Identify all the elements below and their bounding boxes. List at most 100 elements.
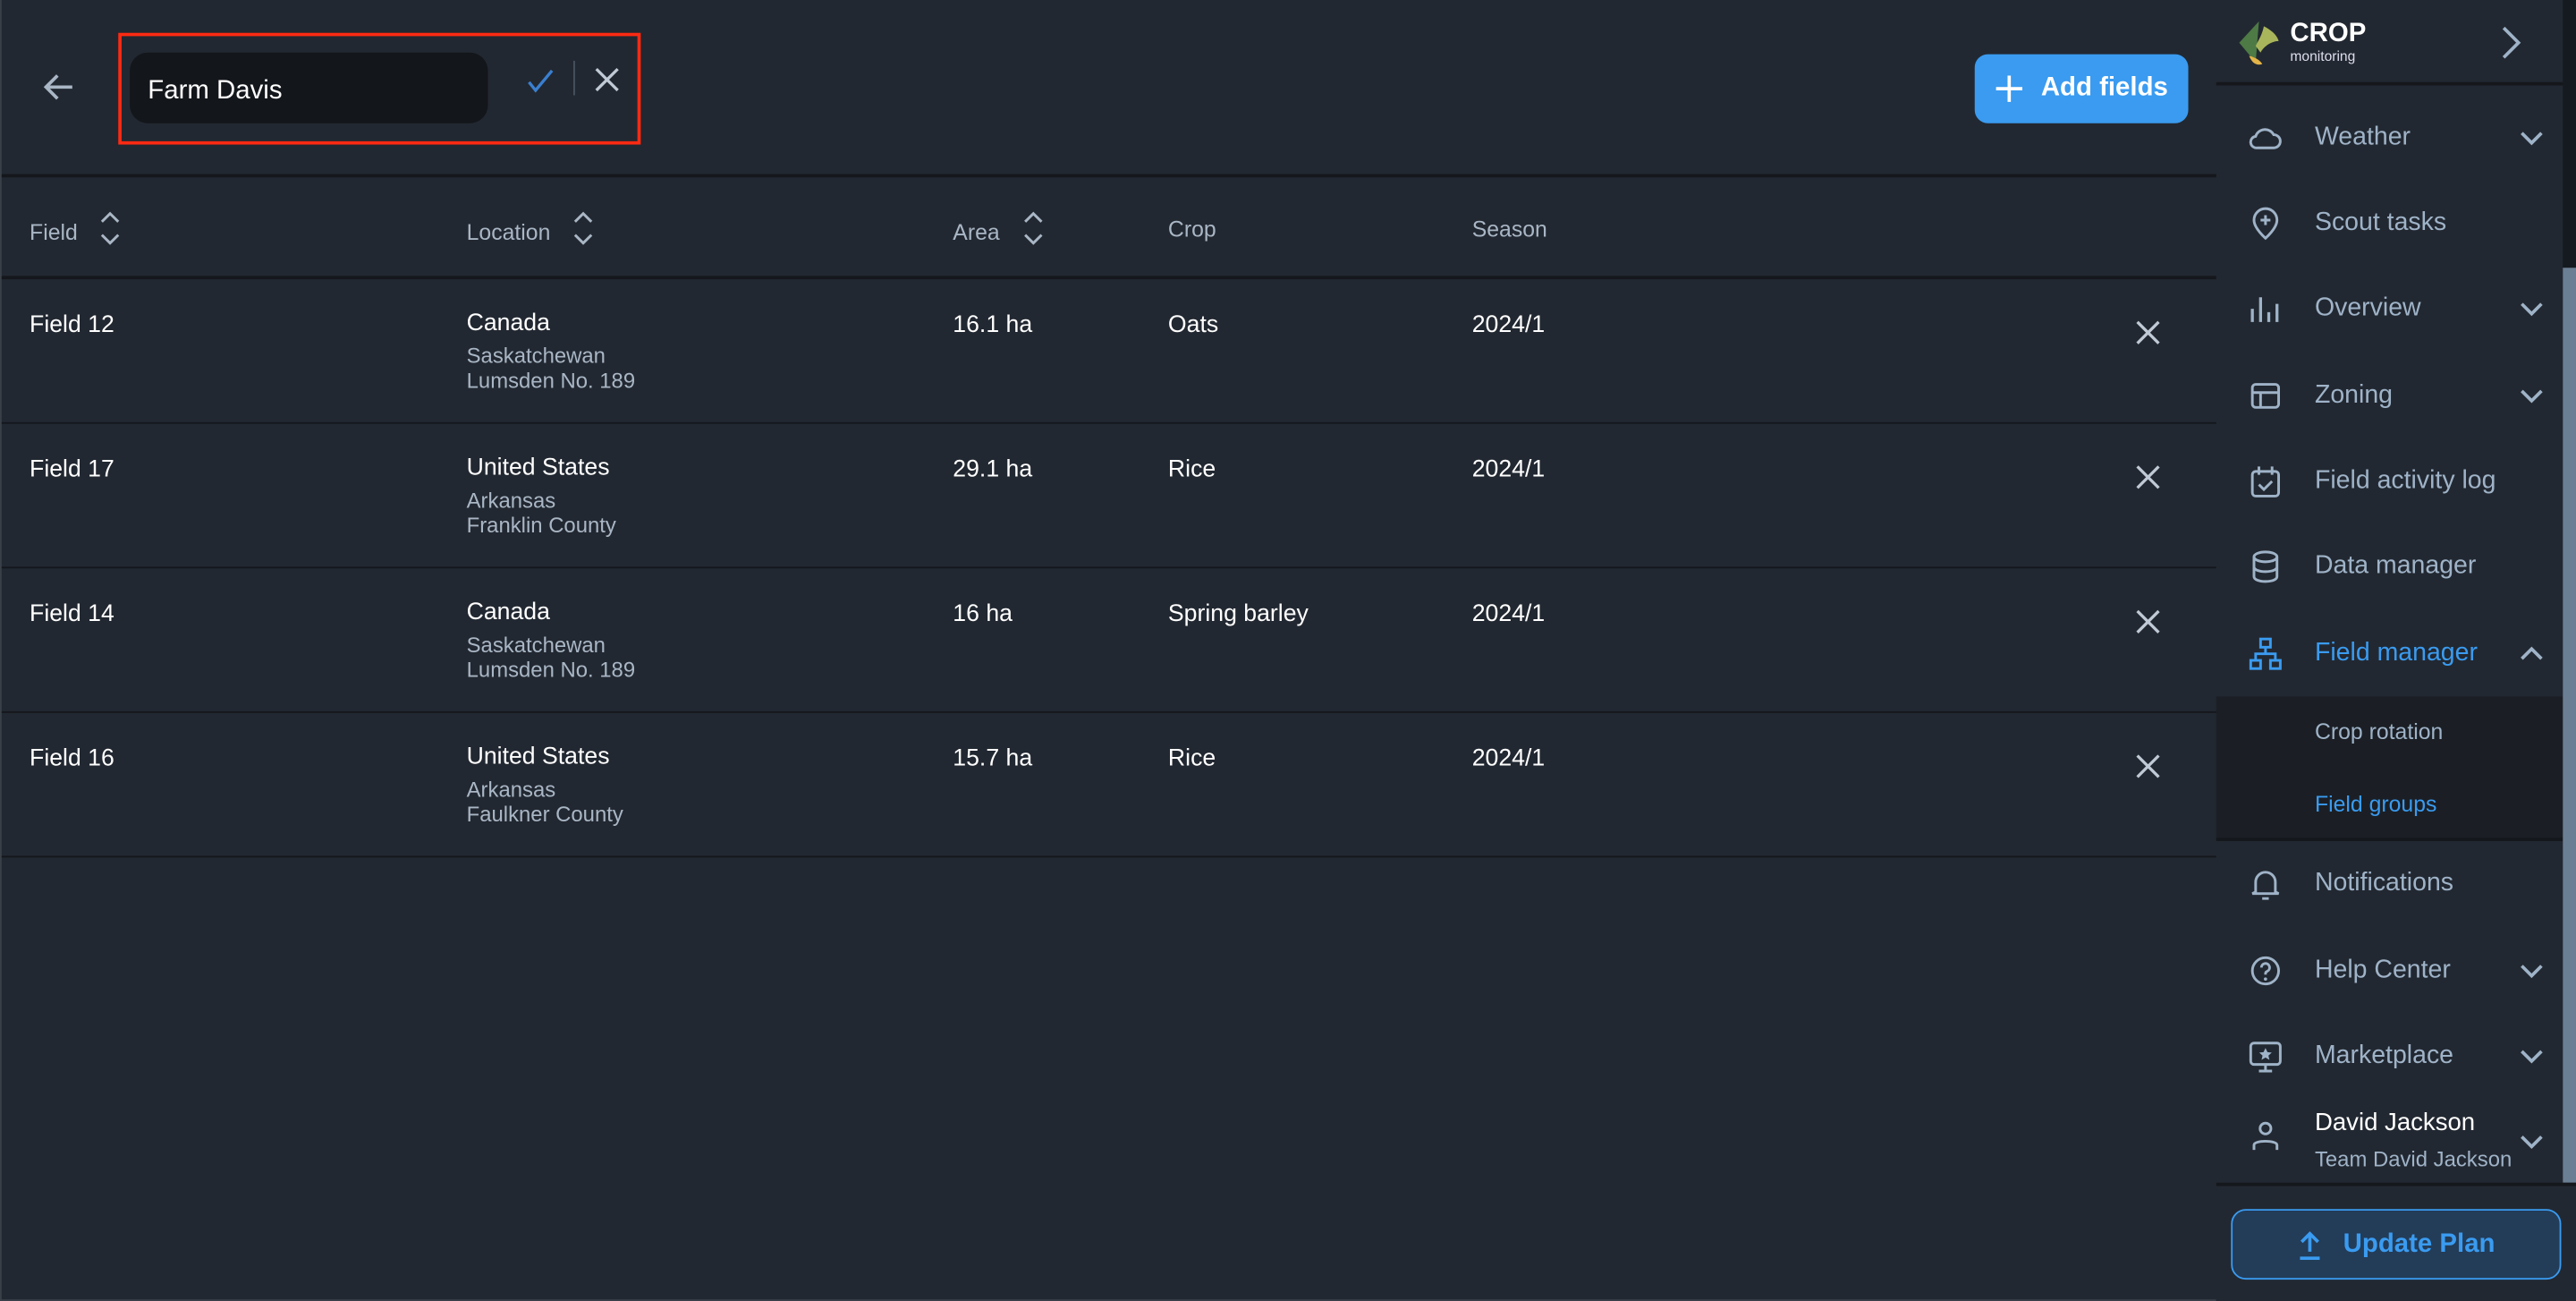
column-label: Crop [1167, 217, 1216, 242]
sidebar-item-label: Scout tasks [2314, 208, 2447, 237]
sidebar-item-label: Field manager [2314, 639, 2478, 668]
location: Canada Saskatchewan Lumsden No. 189 [466, 599, 636, 683]
field-name[interactable]: Field 12 [30, 311, 114, 339]
chevron-down-icon[interactable] [2521, 963, 2544, 979]
field-name[interactable]: Field 17 [30, 456, 114, 483]
sidebar-item-data-manager[interactable]: Data manager [2216, 524, 2563, 609]
check-icon[interactable] [526, 65, 555, 95]
sidebar: CROP monitoring Weather Scout tasks Over… [2216, 0, 2563, 1301]
table-row[interactable]: Field 16 United States Arkansas Faulkner C… [1, 713, 2218, 858]
location-region: Saskatchewan [466, 631, 606, 657]
table-row[interactable]: Field 12 Canada Saskatchewan Lumsden No. 1… [1, 279, 2218, 424]
group-name-input[interactable] [130, 52, 488, 123]
column-field[interactable]: Field [30, 211, 121, 246]
sidebar-item-scout-tasks[interactable]: Scout tasks [2216, 181, 2563, 266]
column-season: Season [1472, 217, 1547, 242]
sidebar-item-label: Zoning [2314, 380, 2394, 410]
remove-field-icon[interactable] [2136, 320, 2161, 345]
sidebar-item-overview[interactable]: Overview [2216, 266, 2563, 351]
close-icon[interactable] [595, 67, 620, 92]
column-area[interactable]: Area [953, 211, 1042, 246]
area: 16 ha [953, 600, 1013, 628]
location-district: Faulkner County [466, 801, 623, 827]
database-icon [2252, 550, 2279, 583]
crop: Oats [1167, 311, 1219, 339]
sort-icon[interactable] [573, 210, 593, 246]
sidebar-item-field-activity-log[interactable]: Field activity log [2216, 438, 2563, 523]
field-manager-submenu: Crop rotation Field groups [2216, 696, 2563, 841]
season: 2024/1 [1471, 600, 1546, 628]
table-row[interactable]: Field 17 United States Arkansas Franklin C… [1, 424, 2218, 569]
table-row[interactable]: Field 14 Canada Saskatchewan Lumsden No. 1… [1, 568, 2218, 713]
chevron-down-icon[interactable] [2521, 1134, 2544, 1150]
sidebar-item-marketplace[interactable]: Marketplace [2216, 1014, 2563, 1099]
layout-icon [2250, 383, 2281, 409]
chevron-down-icon[interactable] [2521, 301, 2544, 317]
location-country: Canada [466, 599, 550, 626]
submenu-field-groups[interactable]: Field groups [2314, 791, 2437, 817]
sidebar-item-notifications[interactable]: Notifications [2216, 841, 2563, 926]
chevron-up-icon[interactable] [2521, 645, 2544, 661]
add-fields-label: Add fields [2040, 73, 2168, 102]
add-fields-button[interactable]: Add fields [1974, 54, 2189, 123]
highlight-box [118, 32, 641, 145]
location-country: United States [466, 744, 610, 771]
location-district: Lumsden No. 189 [466, 368, 636, 393]
monitor-star-icon [2249, 1042, 2282, 1073]
crop-logo-icon [2239, 21, 2279, 65]
update-plan-label: Update Plan [2343, 1229, 2496, 1258]
sidebar-item-label: Data manager [2314, 551, 2477, 581]
logo-title: CROP [2290, 20, 2367, 48]
plus-icon [1996, 75, 2023, 102]
remove-field-icon[interactable] [2136, 465, 2161, 490]
divider [573, 60, 575, 96]
expand-sidebar-icon[interactable] [2501, 26, 2524, 59]
sidebar-item-label: Field activity log [2314, 466, 2496, 495]
map-pin-plus-icon [2252, 207, 2279, 241]
location-region: Arkansas [466, 487, 556, 512]
submenu-crop-rotation[interactable]: Crop rotation [2314, 719, 2444, 744]
user-name: David Jackson [2314, 1109, 2476, 1137]
remove-field-icon[interactable] [2136, 609, 2161, 634]
area: 29.1 ha [953, 456, 1033, 483]
crop: Rice [1167, 745, 1216, 772]
scrollbar-thumb[interactable] [2563, 268, 2576, 1183]
location: United States Arkansas Faulkner County [467, 745, 623, 827]
update-plan-button[interactable]: Update Plan [2231, 1209, 2562, 1280]
column-label: Area [953, 219, 1000, 244]
season: 2024/1 [1471, 311, 1546, 339]
upload-icon [2300, 1230, 2320, 1260]
cloud-icon [2249, 128, 2282, 149]
sidebar-item-label: Overview [2314, 293, 2421, 322]
location-country: Canada [466, 310, 550, 337]
sidebar-item-weather[interactable]: Weather [2216, 95, 2563, 180]
bell-icon [2251, 871, 2280, 900]
location-district: Lumsden No. 189 [466, 657, 636, 682]
sidebar-item-zoning[interactable]: Zoning [2216, 353, 2563, 438]
sidebar-item-field-manager[interactable]: Field manager [2216, 611, 2563, 696]
column-label: Location [466, 219, 551, 244]
remove-field-icon[interactable] [2136, 754, 2161, 779]
sidebar-item-label: Marketplace [2314, 1041, 2454, 1070]
season: 2024/1 [1471, 456, 1546, 483]
chevron-down-icon[interactable] [2521, 1048, 2544, 1064]
field-name[interactable]: Field 16 [30, 745, 114, 772]
crop: Spring barley [1167, 600, 1309, 628]
sort-icon[interactable] [101, 210, 121, 246]
sidebar-footer: Update Plan [2216, 1182, 2576, 1301]
arrow-left-icon[interactable] [41, 69, 77, 105]
field-name[interactable]: Field 14 [30, 600, 114, 628]
sidebar-item-label: Notifications [2314, 869, 2454, 897]
chevron-down-icon[interactable] [2521, 387, 2544, 404]
user-menu[interactable]: David Jackson Team David Jackson [2216, 1093, 2563, 1178]
sidebar-item-label: Weather [2314, 123, 2411, 151]
chevron-down-icon[interactable] [2521, 130, 2544, 146]
sort-icon[interactable] [1022, 210, 1042, 246]
column-label: Field [30, 219, 78, 244]
help-circle-icon [2250, 956, 2281, 986]
calendar-check-icon [2250, 466, 2281, 497]
hierarchy-icon [2249, 637, 2282, 670]
column-location[interactable]: Location [466, 211, 594, 246]
logo[interactable]: CROP monitoring [2216, 0, 2563, 86]
sidebar-item-help-center[interactable]: Help Center [2216, 928, 2563, 1013]
